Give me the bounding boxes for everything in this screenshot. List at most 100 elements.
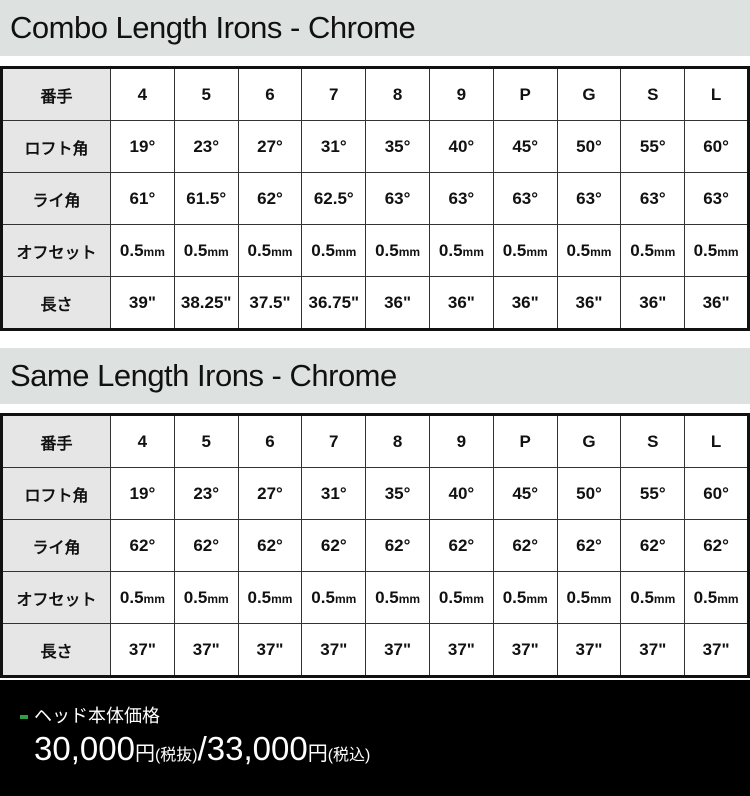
table-cell: 62° <box>237 519 303 572</box>
unit: mm <box>398 591 421 606</box>
table-cell: 23° <box>173 120 239 173</box>
cell-value: 62° <box>320 535 347 555</box>
spec-table-same: 番手 4 5 6 7 8 9 P G S L ロフト角 19° 23° 27° 31° 35° 40° 45° 50°… <box>0 413 750 678</box>
table-cell: 5 <box>173 414 239 468</box>
table-cell: 0.5mm <box>428 224 494 277</box>
table-cell: 62° <box>620 519 686 572</box>
cell-value: 0.5 <box>438 240 463 260</box>
section-title-band: Combo Length Irons - Chrome <box>0 0 750 56</box>
table-cell: 62° <box>237 172 303 225</box>
table-row: 番手 4 5 6 7 8 9 P G S L <box>1 414 749 468</box>
cell-value: 0.5 <box>375 587 399 607</box>
cell-value: 36" <box>575 292 603 312</box>
cell-value: 0.5 <box>502 240 527 260</box>
table-cell: 63° <box>556 172 622 225</box>
table-cell: 45° <box>492 467 558 520</box>
unit: mm <box>271 244 293 259</box>
cell-value: 0.5 <box>438 587 463 607</box>
table-cell: 7 <box>301 414 367 468</box>
table-cell: 38.25" <box>173 276 239 330</box>
table-cell: 0.5mm <box>237 224 303 277</box>
table-cell: 5 <box>173 67 239 121</box>
table-cell: 0.5mm <box>301 571 367 624</box>
row-header: 長さ <box>1 623 111 677</box>
table-cell: 0.5mm <box>620 224 686 277</box>
cell-value: 63° <box>384 188 411 208</box>
table-cell: 8 <box>365 67 430 121</box>
table-row: ロフト角 19° 23° 27° 31° 35° 40° 45° 50° 55° 60° <box>1 467 749 520</box>
unit: mm <box>653 244 676 259</box>
cell-value: 0.5 <box>693 240 718 260</box>
cell-value: 39" <box>128 292 156 312</box>
cell-value: L <box>710 431 722 451</box>
cell-value: 8 <box>392 84 403 104</box>
cell-value: 50° <box>576 136 602 156</box>
table-cell: 37" <box>237 623 303 677</box>
unit: mm <box>590 244 612 259</box>
table-cell: 9 <box>428 67 494 121</box>
table-cell: 19° <box>110 467 175 520</box>
cell-value: 0.5 <box>502 587 527 607</box>
cell-value: 36" <box>447 292 475 312</box>
table-cell: 35° <box>365 120 430 173</box>
table-cell: L <box>684 414 749 468</box>
cell-value: 62° <box>193 535 220 555</box>
cell-value: 0.5 <box>630 587 654 607</box>
table-cell: 45° <box>492 120 558 173</box>
table-cell: 55° <box>620 120 686 173</box>
unit: mm <box>334 244 357 259</box>
cell-value: 36" <box>702 292 730 312</box>
table-cell: 62° <box>301 519 367 572</box>
table-cell: 0.5mm <box>110 571 175 624</box>
unit: mm <box>717 591 739 606</box>
cell-value: 62° <box>576 535 602 555</box>
row-header: ライ角 <box>1 519 111 572</box>
table-row: ロフト角 19° 23° 27° 31° 35° 40° 45° 50° 55° 60° <box>1 120 749 173</box>
table-cell: 63° <box>365 172 430 225</box>
cell-value: 8 <box>392 431 403 451</box>
table-cell: 61° <box>110 172 175 225</box>
cell-value: 55° <box>639 483 666 503</box>
cell-value: 37" <box>639 639 667 659</box>
cell-value: 62° <box>257 188 283 208</box>
table-cell: 27° <box>237 120 303 173</box>
table-row: 長さ 39" 38.25" 37.5" 36.75" 36" 36" 36" 36" 36" 36" <box>1 276 749 330</box>
unit: mm <box>143 244 165 259</box>
spec-table-combo: 番手 4 5 6 7 8 9 P G S L ロフト角 19° 23° 27° 31° 35° 40° 45° 50°… <box>0 66 750 331</box>
cell-value: 0.5 <box>247 240 272 260</box>
row-header: ロフト角 <box>1 467 111 520</box>
table-cell: 37" <box>684 623 749 677</box>
cell-value: 40° <box>448 136 475 156</box>
table-cell: 0.5mm <box>301 224 367 277</box>
cell-value: 37" <box>384 639 412 659</box>
cell-value: 36" <box>511 292 539 312</box>
row-header: オフセット <box>1 224 111 277</box>
tax-excl-note: (税抜) <box>154 747 198 764</box>
table-cell: 0.5mm <box>620 571 686 624</box>
cell-value: 62° <box>703 535 729 555</box>
unit: mm <box>526 591 548 606</box>
cell-value: 5 <box>201 84 211 104</box>
cell-value: 62° <box>448 535 475 555</box>
cell-value: 37" <box>447 639 475 659</box>
cell-value: 37" <box>128 639 156 659</box>
table-cell: 63° <box>428 172 494 225</box>
table-cell: 63° <box>620 172 686 225</box>
unit: mm <box>334 591 357 606</box>
separator: / <box>197 730 207 767</box>
cell-value: 45° <box>512 136 539 156</box>
table-cell: 62° <box>110 519 175 572</box>
cell-value: 36" <box>639 292 667 312</box>
table-cell: 0.5mm <box>428 571 494 624</box>
table-cell: 37" <box>492 623 558 677</box>
table-cell: 36" <box>684 276 749 330</box>
cell-value: S <box>647 84 659 104</box>
cell-value: 35° <box>384 483 411 503</box>
table-cell: 0.5mm <box>173 224 239 277</box>
unit: mm <box>462 591 484 606</box>
unit: mm <box>143 591 165 606</box>
table-cell: 50° <box>556 120 622 173</box>
cell-value: 36" <box>384 292 412 312</box>
cell-value: 4 <box>137 84 148 104</box>
cell-value: 38.25" <box>180 292 232 312</box>
